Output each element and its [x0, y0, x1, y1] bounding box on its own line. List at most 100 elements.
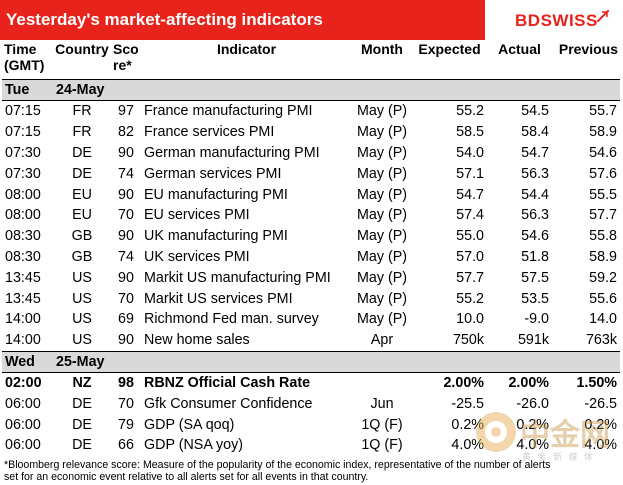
month-cell: May (P) [356, 124, 408, 141]
actual-cell: 0.2% [516, 416, 549, 433]
table-row: 07:30 DE 74 German services PMI May (P) 57.1 5… [2, 163, 620, 184]
time-cell: 06:00 [5, 416, 41, 433]
col-previous: Previous [552, 40, 620, 80]
previous-cell: 55.7 [589, 103, 617, 120]
time-cell: 07:30 [5, 165, 41, 182]
score-cell: 90 [118, 332, 134, 349]
actual-cell: 54.4 [521, 186, 549, 203]
previous-cell: 59.2 [589, 269, 617, 286]
month-cell: Jun [370, 395, 394, 412]
table-row: 02:00 NZ 98 RBNZ Official Cash Rate 2.00% 2.0… [2, 372, 620, 393]
time-cell: 06:00 [5, 437, 41, 454]
table-row: 08:00 EU 90 EU manufacturing PMI May (P) 54.7… [2, 184, 620, 205]
score-cell: 90 [118, 186, 134, 203]
day-date: 24-May [53, 79, 620, 101]
score-cell: 79 [118, 416, 134, 433]
expected-cell: 750k [452, 332, 484, 349]
score-cell: 90 [118, 228, 134, 245]
col-actual: Actual [487, 40, 552, 80]
previous-cell: 55.6 [589, 290, 617, 307]
month-cell: May (P) [356, 269, 408, 286]
previous-cell: 57.6 [589, 165, 617, 182]
country-cell: DE [72, 165, 92, 182]
expected-cell: 0.2% [451, 416, 484, 433]
country-cell: US [72, 311, 92, 328]
watermark: 中金网 黄 金 新 媒 体 [470, 408, 620, 478]
actual-cell: -26.0 [516, 395, 549, 412]
indicator-cell: RBNZ Official Cash Rate [144, 374, 311, 391]
previous-cell: 58.9 [589, 124, 617, 141]
country-cell: EU [72, 186, 92, 203]
table-row: 14:00 US 69 Richmond Fed man. survey May (P)… [2, 309, 620, 330]
previous-cell: 57.7 [589, 207, 617, 224]
table-row: 08:30 GB 74 UK services PMI May (P) 57.0 51.8 5… [2, 247, 620, 268]
country-cell: US [72, 332, 92, 349]
expected-cell: 54.7 [456, 186, 484, 203]
col-month: Month [352, 40, 412, 80]
previous-cell: 763k [585, 332, 617, 349]
previous-cell: 4.0% [584, 437, 617, 454]
actual-cell: 2.00% [508, 374, 549, 391]
score-cell: 74 [118, 248, 134, 265]
month-cell: 1Q (F) [361, 416, 403, 433]
table-row: 06:00 DE 70 Gfk Consumer Confidence Jun -25.5… [2, 393, 620, 414]
month-cell [352, 372, 412, 393]
time-cell: 14:00 [5, 311, 41, 328]
indicator-cell: GDP (SA qoq) [144, 416, 235, 433]
score-cell: 70 [118, 207, 134, 224]
previous-cell: -26.5 [584, 395, 617, 412]
country-cell: DE [72, 416, 92, 433]
country-cell: EU [72, 207, 92, 224]
day-weekday: Tue [2, 79, 53, 101]
indicator-cell: New home sales [144, 332, 250, 349]
score-cell: 98 [118, 374, 134, 391]
expected-cell: 57.4 [456, 207, 484, 224]
indicators-table: Time (GMT) Country Score* Indicator Mont… [2, 40, 620, 456]
score-cell: 82 [118, 124, 134, 141]
table-row: 08:00 EU 70 EU services PMI May (P) 57.4 56.3 5… [2, 205, 620, 226]
logo-swiss-text: SWISS [540, 11, 598, 30]
score-cell: 70 [118, 395, 134, 412]
time-cell: 08:00 [5, 207, 41, 224]
expected-cell: 10.0 [456, 311, 484, 328]
indicator-cell: Richmond Fed man. survey [144, 311, 319, 328]
indicator-cell: German services PMI [144, 165, 282, 182]
indicator-cell: Markit US services PMI [144, 290, 293, 307]
page-title: Yesterday's market-affecting indicators [6, 10, 323, 29]
day-date: 25-May [53, 350, 620, 373]
expected-cell: -25.5 [451, 395, 484, 412]
country-cell: NZ [72, 374, 92, 391]
month-cell: May (P) [356, 207, 408, 224]
time-cell: 14:00 [5, 332, 41, 349]
score-cell: 66 [118, 437, 134, 454]
expected-cell: 55.0 [456, 228, 484, 245]
actual-cell: 58.4 [521, 124, 549, 141]
country-cell: FR [72, 103, 92, 120]
watermark-logo-icon [476, 412, 516, 452]
month-cell: May (P) [356, 228, 408, 245]
table-row: 07:15 FR 82 France services PMI May (P) 58.5 5… [2, 122, 620, 143]
day-row: Tue 24-May [2, 79, 620, 101]
indicator-cell: France manufacturing PMI [144, 103, 313, 120]
actual-cell: 591k [517, 332, 549, 349]
country-cell: DE [72, 144, 92, 161]
indicator-cell: UK manufacturing PMI [144, 228, 288, 245]
time-cell: 08:00 [5, 186, 41, 203]
bdswiss-logo: BDSWISS [485, 0, 623, 40]
watermark-text: 中金网 [520, 418, 610, 453]
previous-cell: 58.9 [589, 248, 617, 265]
month-cell: Apr [370, 332, 394, 349]
table-row: 13:45 US 90 Markit US manufacturing PMI May … [2, 267, 620, 288]
actual-cell: 56.3 [521, 207, 549, 224]
indicator-cell: EU services PMI [144, 207, 250, 224]
table-row: 08:30 GB 90 UK manufacturing PMI May (P) 55.0… [2, 226, 620, 247]
actual-cell: 57.5 [521, 269, 549, 286]
actual-cell: 54.5 [521, 103, 549, 120]
time-cell: 02:00 [5, 374, 42, 391]
time-cell: 07:15 [5, 103, 41, 120]
indicator-cell: Gfk Consumer Confidence [144, 395, 313, 412]
month-cell: 1Q (F) [361, 437, 403, 454]
indicator-cell: German manufacturing PMI [144, 144, 320, 161]
month-cell: May (P) [356, 290, 408, 307]
month-cell: May (P) [356, 144, 408, 161]
